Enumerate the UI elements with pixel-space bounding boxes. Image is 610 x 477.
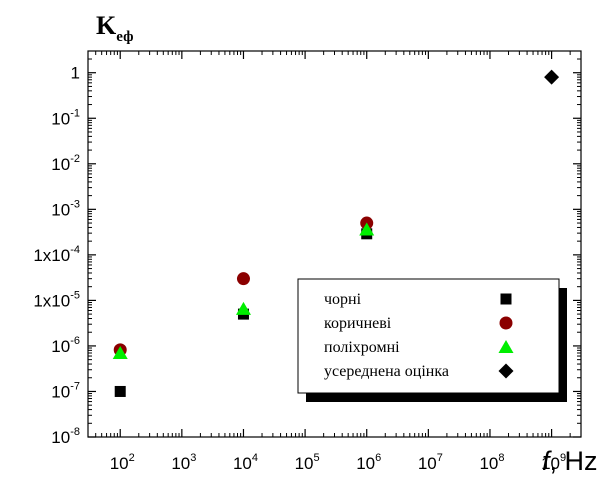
legend-entries: чорні коричневі поліхромні усереднена оцінк… <box>324 291 514 380</box>
plot-frame <box>87 50 582 438</box>
y-axis-label-main: K <box>96 11 117 40</box>
series-diamond <box>544 69 560 85</box>
legend-label: усереднена оцінка <box>324 363 449 380</box>
data-point-diamond <box>544 69 560 85</box>
x-axis-label: f, Hz <box>542 446 598 476</box>
legend-marker-triangle <box>498 340 514 353</box>
y-tick-label: 10-1 <box>51 107 80 128</box>
x-tick-label: 103 <box>171 452 196 473</box>
x-tick-label: 109 <box>541 452 566 473</box>
x-tick-labels: 102 103 104 105 106 107 108 109 <box>110 452 566 473</box>
x-tick-label: 107 <box>418 452 443 473</box>
y-tick-labels: 10-8 10-7 10-6 1x10-5 1x10-4 10-3 10-2 10-1 1 <box>33 64 80 447</box>
y-axis-label-sub: еф <box>116 29 133 45</box>
y-tick-label: 1 <box>71 64 80 83</box>
legend: чорні коричневі поліхромні усереднена оцінк… <box>297 278 567 402</box>
legend-marker-circle <box>499 316 513 330</box>
y-axis-label: Kеф <box>96 11 133 45</box>
legend-label: коричневі <box>324 315 392 332</box>
y-tick-label: 10-2 <box>51 153 80 174</box>
y-tick-label: 10-8 <box>51 426 80 447</box>
y-tick-label: 10-3 <box>51 198 80 219</box>
data-point-triangle <box>112 345 128 359</box>
series-layer <box>112 69 560 397</box>
legend-marker-square <box>500 293 512 305</box>
legend-label: чорні <box>324 291 362 308</box>
data-point-triangle <box>235 301 251 315</box>
x-tick-label: 105 <box>295 452 320 473</box>
series-triangle <box>112 222 375 359</box>
x-axis-label-var: f <box>542 446 552 476</box>
legend-label: поліхромні <box>324 339 400 356</box>
major-ticks <box>88 51 581 438</box>
data-point-triangle <box>359 222 375 236</box>
y-tick-label: 1x10-4 <box>33 244 80 265</box>
x-tick-label: 108 <box>479 452 504 473</box>
x-tick-label: 104 <box>233 452 258 473</box>
y-tick-label: 10-6 <box>51 335 80 356</box>
y-tick-label: 10-7 <box>51 380 80 401</box>
data-point-square <box>114 385 126 397</box>
y-tick-label: 1x10-5 <box>33 289 80 310</box>
legend-marker-diamond <box>498 363 514 379</box>
x-axis-label-unit: , Hz <box>550 446 598 476</box>
x-tick-label: 102 <box>110 452 135 473</box>
minor-ticks <box>88 51 581 437</box>
data-point-circle <box>236 272 250 286</box>
legend-box <box>297 278 560 394</box>
x-tick-label: 106 <box>356 452 381 473</box>
